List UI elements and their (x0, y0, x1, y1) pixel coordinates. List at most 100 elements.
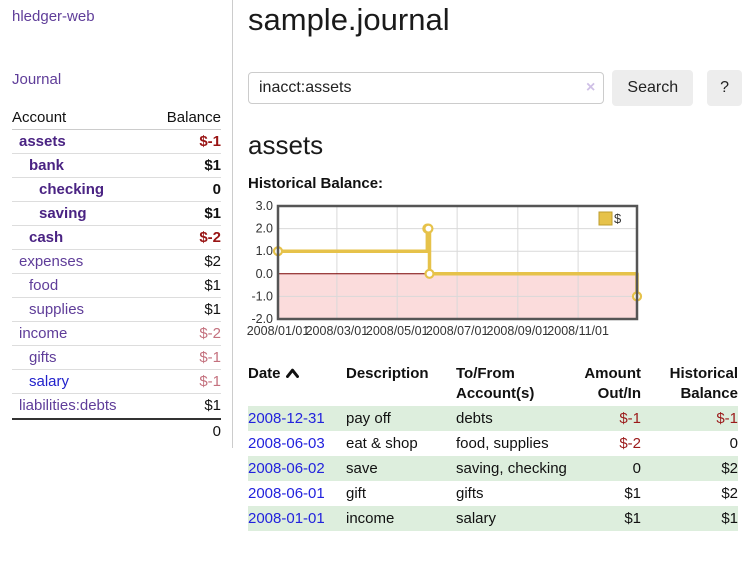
column-header-date-label: Date (248, 364, 281, 382)
transaction-date-link[interactable]: 2008-06-01 (248, 484, 325, 502)
svg-text:2008/01/01: 2008/01/01 (247, 324, 310, 338)
transaction-description: save (346, 459, 378, 477)
account-heading: assets (248, 129, 324, 160)
sidebar-item-journal[interactable]: Journal (12, 71, 62, 88)
accounts-total-value: 0 (212, 423, 221, 440)
search-input[interactable] (248, 71, 605, 104)
account-balance: 0 (212, 181, 221, 198)
transaction-row: 2008-06-01 gift gifts $1 $2 (248, 481, 738, 506)
account-link[interactable]: cash (29, 229, 64, 246)
transaction-row: 2008-06-02 save saving, checking 0 $2 (248, 455, 738, 481)
clear-search-icon[interactable]: × (586, 78, 596, 96)
accounts-table-header: Account Balance (12, 106, 221, 130)
account-row: checking 0 (12, 178, 221, 202)
svg-text:2008/11/01: 2008/11/01 (547, 324, 609, 338)
account-link[interactable]: bank (29, 157, 65, 174)
accounts-total-row: 0 (12, 418, 221, 442)
account-link[interactable]: income (19, 325, 68, 342)
search-box: × (248, 71, 605, 104)
column-header-balance: Historical Balance (669, 364, 738, 402)
account-row: income $-2 (12, 322, 221, 346)
transaction-date-cell: 2008-12-31 (248, 406, 346, 431)
svg-text:2008/09/01: 2008/09/01 (487, 324, 550, 338)
account-row: food $1 (12, 274, 221, 298)
svg-text:2008/03/01: 2008/03/01 (306, 324, 369, 338)
account-row: saving $1 (12, 202, 221, 226)
transaction-description: pay off (346, 409, 391, 427)
account-row: expenses $2 (12, 250, 221, 274)
transaction-accounts: debts (456, 409, 493, 427)
transaction-balance: $1 (721, 509, 738, 527)
sidebar: hledger-web Journal Account Balance asse… (0, 0, 233, 448)
transaction-date-link[interactable]: 2008-01-01 (248, 509, 325, 527)
transaction-amount: $-2 (619, 434, 641, 452)
transaction-amount: 0 (632, 459, 641, 477)
transaction-date-link[interactable]: 2008-06-02 (248, 459, 325, 477)
account-link[interactable]: salary (29, 373, 70, 390)
account-link[interactable]: expenses (19, 253, 84, 270)
search-button[interactable]: Search (612, 69, 694, 106)
transaction-balance: $-1 (716, 409, 738, 427)
account-row: assets $-1 (12, 130, 221, 154)
column-header-description: Description (346, 364, 429, 382)
svg-text:2008/05/01: 2008/05/01 (366, 324, 429, 338)
transaction-accounts: salary (456, 509, 497, 527)
account-link[interactable]: supplies (29, 301, 85, 318)
chart-title: Historical Balance: (248, 174, 384, 192)
account-balance: $-1 (199, 373, 221, 390)
account-row: cash $-2 (12, 226, 221, 250)
account-link[interactable]: checking (39, 181, 105, 198)
transaction-accounts: food, supplies (456, 434, 549, 452)
app-brand-link[interactable]: hledger-web (12, 8, 95, 25)
column-header-amount: Amount Out/In (584, 364, 641, 402)
svg-text:2008/07/01: 2008/07/01 (426, 324, 489, 338)
svg-text:-2.0: -2.0 (251, 312, 273, 326)
search-form: × Search ? (248, 69, 742, 106)
svg-text:1.0: 1.0 (256, 244, 273, 258)
account-link[interactable]: saving (39, 205, 87, 222)
transaction-amount: $1 (624, 484, 641, 502)
transaction-date-cell: 2008-06-02 (248, 456, 346, 481)
transaction-date-link[interactable]: 2008-06-03 (248, 434, 325, 452)
account-balance: $1 (204, 397, 221, 414)
column-header-date: Date (248, 364, 346, 406)
account-balance: $-1 (199, 349, 221, 366)
accounts-header-account: Account (12, 109, 67, 126)
account-row: supplies $1 (12, 298, 221, 322)
account-balance: $-2 (199, 229, 221, 246)
svg-text:$: $ (614, 211, 622, 226)
account-balance: $1 (204, 157, 221, 174)
transaction-row: 2008-06-03 eat & shop food, supplies $-2… (248, 431, 738, 456)
transaction-row: 2008-01-01 income salary $1 $1 (248, 505, 738, 531)
account-balance: $-1 (199, 133, 221, 150)
account-link[interactable]: liabilities:debts (19, 397, 117, 414)
account-link[interactable]: gifts (29, 349, 57, 366)
transaction-amount: $1 (624, 509, 641, 527)
account-balance: $1 (204, 301, 221, 318)
transaction-row: 2008-12-31 pay off debts $-1 $-1 (248, 405, 738, 431)
account-row: gifts $-1 (12, 346, 221, 370)
transaction-date-cell: 2008-01-01 (248, 506, 346, 531)
svg-text:0.0: 0.0 (256, 267, 273, 281)
transaction-balance: $2 (721, 484, 738, 502)
transaction-date-link[interactable]: 2008-12-31 (248, 409, 325, 427)
transaction-description: income (346, 509, 395, 527)
transaction-date-cell: 2008-06-01 (248, 481, 346, 506)
accounts-table: Account Balance assets $-1 bank $1 check… (12, 106, 221, 442)
account-link[interactable]: food (29, 277, 59, 294)
register-table: Date Description To/From Account(s) Amou… (248, 364, 738, 531)
column-header-tofrom: To/From Account(s) (456, 364, 535, 402)
transaction-balance: $2 (721, 459, 738, 477)
main-content: sample.journal × Search ? assets Histori… (247, 0, 742, 531)
historical-balance-chart: $3.0 2.0 1.0 0.0 -1.0 -2.02008/01/012008/03/0… (247, 199, 643, 338)
help-button[interactable]: ? (707, 69, 742, 106)
sort-ascending-icon (285, 368, 299, 378)
svg-text:2.0: 2.0 (256, 221, 273, 235)
accounts-header-balance: Balance (166, 109, 221, 126)
account-link[interactable]: assets (19, 133, 66, 150)
transaction-description: eat & shop (346, 434, 418, 452)
transaction-date-cell: 2008-06-03 (248, 431, 346, 456)
account-row: bank $1 (12, 154, 221, 178)
svg-text:3.0: 3.0 (256, 199, 273, 213)
transaction-accounts: gifts (456, 484, 484, 502)
